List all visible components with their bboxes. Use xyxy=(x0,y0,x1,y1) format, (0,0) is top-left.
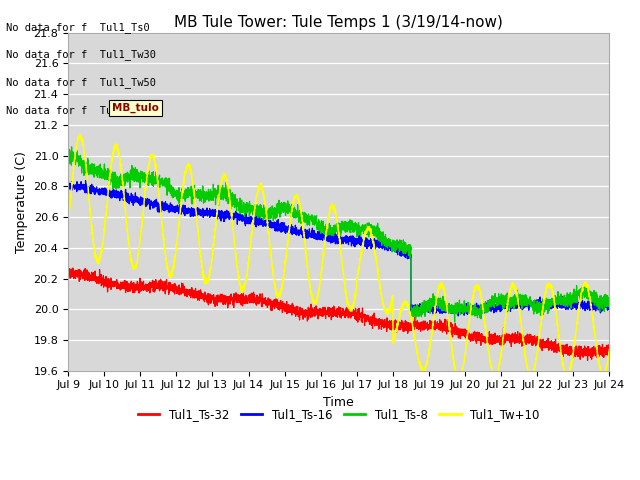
Tul1_Ts-8 xyxy=(605,293,613,299)
Tul1_Ts-8 xyxy=(451,319,458,325)
Tul1_Ts-16 xyxy=(64,185,72,191)
Tul1_Ts-16 xyxy=(605,298,613,304)
Tul1_Tw+10 xyxy=(456,377,464,383)
Tul1_Ts-8 xyxy=(605,297,613,303)
Tul1_Ts-16 xyxy=(392,246,399,252)
Tul1_Tw+10 xyxy=(605,350,613,356)
Tul1_Ts-8 xyxy=(392,239,399,244)
Tul1_Ts-32 xyxy=(216,295,223,300)
Tul1_Ts-32 xyxy=(605,349,613,355)
Tul1_Ts-16 xyxy=(216,212,223,218)
Tul1_Ts-8 xyxy=(401,251,409,256)
Tul1_Ts-8 xyxy=(216,188,223,193)
Text: MB_tulo: MB_tulo xyxy=(112,103,159,113)
Tul1_Ts-32 xyxy=(584,358,591,363)
Line: Tul1_Ts-8: Tul1_Ts-8 xyxy=(68,147,609,322)
Tul1_Tw+10 xyxy=(180,177,188,182)
X-axis label: Time: Time xyxy=(323,396,354,409)
Tul1_Ts-16 xyxy=(605,306,613,312)
Text: No data for f  Tul1_Tw30: No data for f Tul1_Tw30 xyxy=(6,49,156,60)
Tul1_Ts-8 xyxy=(64,155,72,161)
Line: Tul1_Tw+10: Tul1_Tw+10 xyxy=(68,135,609,380)
Tul1_Tw+10 xyxy=(554,327,562,333)
Text: No data for f  Tul1_Ts0: No data for f Tul1_Ts0 xyxy=(6,22,150,33)
Tul1_Ts-32 xyxy=(554,342,562,348)
Tul1_Ts-32 xyxy=(605,348,613,353)
Tul1_Ts-8 xyxy=(68,144,76,150)
Title: MB Tule Tower: Tule Temps 1 (3/19/14-now): MB Tule Tower: Tule Temps 1 (3/19/14-now… xyxy=(174,15,503,30)
Tul1_Ts-16 xyxy=(554,300,562,305)
Tul1_Ts-8 xyxy=(554,292,562,298)
Tul1_Ts-8 xyxy=(180,195,188,201)
Tul1_Tw+10 xyxy=(76,132,84,138)
Tul1_Ts-16 xyxy=(180,210,188,216)
Tul1_Tw+10 xyxy=(216,191,223,196)
Tul1_Ts-32 xyxy=(180,287,188,292)
Tul1_Ts-32 xyxy=(392,323,399,328)
Tul1_Tw+10 xyxy=(64,221,72,227)
Tul1_Tw+10 xyxy=(401,300,409,306)
Text: No data for f  Tul1_Tw50: No data for f Tul1_Tw50 xyxy=(6,77,156,88)
Line: Tul1_Ts-32: Tul1_Ts-32 xyxy=(68,268,609,360)
Tul1_Ts-32 xyxy=(69,265,77,271)
Tul1_Tw+10 xyxy=(392,327,399,333)
Line: Tul1_Ts-16: Tul1_Ts-16 xyxy=(68,180,609,316)
Tul1_Ts-16 xyxy=(401,249,409,254)
Text: No data for f  Tul1_Tw100: No data for f Tul1_Tw100 xyxy=(6,105,163,116)
Tul1_Ts-16 xyxy=(454,313,462,319)
Legend: Tul1_Ts-32, Tul1_Ts-16, Tul1_Ts-8, Tul1_Tw+10: Tul1_Ts-32, Tul1_Ts-16, Tul1_Ts-8, Tul1_… xyxy=(133,403,544,426)
Tul1_Ts-32 xyxy=(64,269,72,275)
Tul1_Tw+10 xyxy=(605,347,613,353)
Tul1_Ts-16 xyxy=(82,178,90,183)
Tul1_Ts-32 xyxy=(401,323,409,329)
Y-axis label: Temperature (C): Temperature (C) xyxy=(15,151,28,252)
